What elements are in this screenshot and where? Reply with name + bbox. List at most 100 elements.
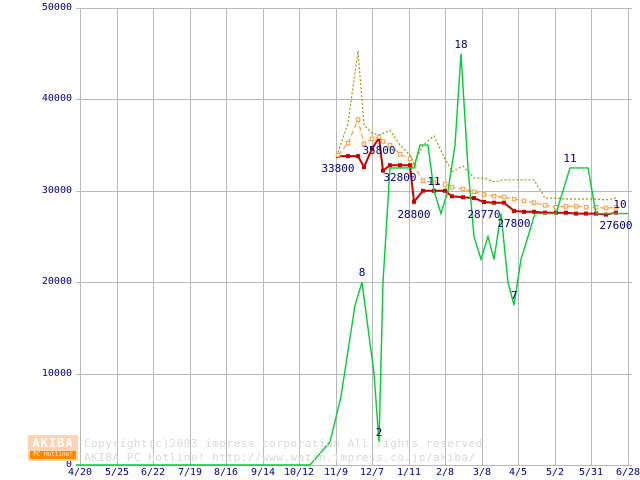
series-marker-average-price: [481, 192, 487, 197]
data-label-lowest-price: 27600: [599, 218, 633, 232]
series-marker-average-price: [613, 205, 619, 210]
data-label-shop-count: 2: [375, 426, 383, 440]
series-line-shop-count: [76, 53, 628, 466]
series-marker-average-price: [449, 184, 455, 190]
data-label-lowest-price: 35800: [362, 143, 396, 157]
gridline-vertical: [80, 8, 81, 465]
series-line-highest-price: [337, 50, 617, 201]
series-marker-lowest-price: [604, 212, 608, 217]
y-axis-tick-label: 0: [65, 459, 72, 470]
gridline-vertical: [336, 8, 337, 465]
series-marker-lowest-price: [614, 210, 618, 215]
series-marker-average-price: [361, 141, 367, 147]
data-label-lowest-price: 27800: [497, 216, 531, 230]
gridline-vertical: [117, 8, 118, 465]
y-axis-tick-label: 10000: [41, 367, 72, 379]
gridline-horizontal: [76, 465, 632, 466]
series-marker-lowest-price: [388, 163, 392, 168]
x-axis-tick-label: 12/7: [359, 467, 385, 478]
series-marker-average-price: [531, 200, 537, 205]
series-marker-lowest-price: [346, 154, 350, 159]
x-axis-tick-label: 4/20: [67, 467, 93, 478]
series-marker-average-price: [355, 117, 361, 122]
akiba-logo-title: AKIBA: [32, 436, 74, 450]
gridline-vertical: [263, 8, 264, 465]
gridline-horizontal: [76, 374, 632, 375]
gridline-vertical: [518, 8, 519, 465]
series-marker-average-price: [521, 198, 527, 204]
series-marker-average-price: [397, 152, 403, 157]
gridline-horizontal: [76, 8, 632, 9]
x-axis-tick-label: 5/31: [578, 467, 604, 478]
series-marker-lowest-price: [502, 200, 506, 205]
gridline-vertical: [153, 8, 154, 465]
series-marker-lowest-price: [412, 199, 416, 204]
series-marker-average-price: [583, 205, 589, 210]
series-marker-lowest-price: [574, 211, 578, 216]
y-axis-tick-label: 50000: [41, 2, 72, 13]
series-marker-average-price: [442, 182, 448, 187]
series-marker-average-price: [501, 194, 507, 200]
watermark-copyright: Copyright(c)2003 impress corporation All…: [84, 437, 490, 450]
series-marker-lowest-price: [450, 194, 454, 199]
series-marker-lowest-price: [532, 209, 536, 214]
series-marker-average-price: [511, 196, 517, 202]
gridline-horizontal: [76, 282, 632, 283]
series-marker-lowest-price: [492, 200, 496, 205]
series-marker-average-price: [603, 205, 609, 211]
gridline-vertical: [299, 8, 300, 465]
gridline-vertical: [226, 8, 227, 465]
y-axis-tick-label: 30000: [41, 184, 72, 196]
watermark: AKIBA PC Hotline! Copyright(c)2003 impre…: [28, 435, 628, 465]
x-axis-tick-label: 10/12: [283, 467, 315, 478]
plot-area: 33800 35800 32800 28800 28770 27800 27600 8 2 11 1…: [76, 8, 633, 466]
gridline-vertical: [482, 8, 483, 465]
gridline-vertical: [190, 8, 191, 465]
watermark-url: AKIBA PC Hotline! http://www.watch.impre…: [84, 451, 476, 464]
series-marker-average-price: [335, 152, 341, 158]
data-label-lowest-price: 28800: [397, 207, 431, 221]
series-marker-average-price: [563, 204, 569, 209]
series-marker-lowest-price: [443, 188, 447, 193]
series-marker-lowest-price: [461, 195, 465, 200]
series-marker-average-price: [471, 189, 477, 194]
x-axis-tick-label: 6/22: [140, 467, 166, 478]
x-axis-tick-label: 1/11: [396, 467, 422, 478]
x-axis-tick-label: 4/5: [508, 467, 528, 478]
series-marker-lowest-price: [408, 163, 412, 168]
series-marker-average-price: [573, 204, 579, 209]
series-marker-average-price: [542, 203, 548, 208]
series-marker-average-price: [369, 136, 375, 141]
series-marker-lowest-price: [472, 196, 476, 201]
x-axis-tick-label: 5/25: [104, 467, 130, 478]
series-marker-lowest-price: [370, 146, 374, 151]
series-marker-average-price: [420, 178, 426, 183]
y-axis-tick-label: 40000: [41, 93, 72, 105]
data-label-shop-count: 11: [563, 151, 577, 165]
x-axis-tick-label: 9/14: [250, 467, 276, 478]
x-axis-tick-label: 3/8: [472, 467, 492, 478]
data-label-shop-count: 7: [510, 289, 518, 303]
x-axis-tick-label: 6/28: [615, 467, 640, 478]
gridline-vertical: [555, 8, 556, 465]
x-axis-tick-label: 7/19: [177, 467, 203, 478]
data-label-shop-count: 11: [427, 174, 441, 188]
gridline-vertical: [628, 8, 629, 465]
data-label-lowest-price: 33800: [321, 162, 355, 176]
series-marker-lowest-price: [381, 168, 385, 173]
gridline-vertical: [445, 8, 446, 465]
x-axis-tick-label: 11/9: [323, 467, 349, 478]
data-label-shop-count: 8: [358, 266, 366, 280]
x-axis-tick-label: 2/8: [435, 467, 455, 478]
gridline-vertical: [591, 8, 592, 465]
series-marker-average-price: [491, 194, 497, 199]
data-label-shop-count: 18: [454, 37, 468, 51]
series-marker-lowest-price: [564, 210, 568, 215]
series-marker-lowest-price: [522, 209, 526, 214]
y-axis-tick-label: 20000: [41, 276, 72, 288]
series-marker-lowest-price: [512, 208, 516, 213]
series-marker-lowest-price: [584, 211, 588, 216]
series-marker-lowest-price: [543, 210, 547, 215]
series-marker-lowest-price: [398, 163, 402, 168]
akiba-logo-subtitle: PC Hotline!: [30, 451, 76, 459]
